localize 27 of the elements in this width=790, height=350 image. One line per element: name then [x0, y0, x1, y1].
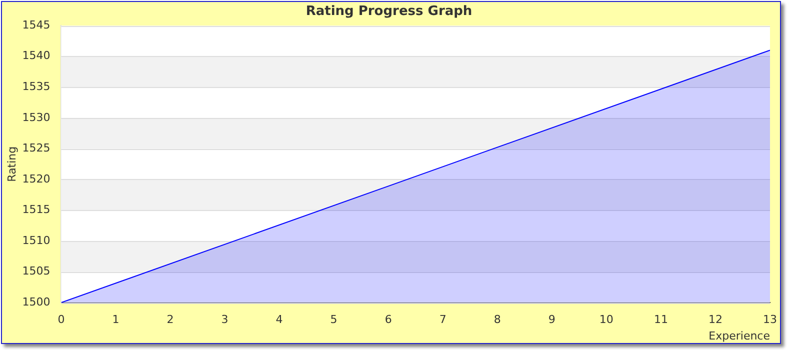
y-tick-label: 1545: [22, 18, 50, 32]
x-tick-label: 1: [112, 313, 120, 326]
x-tick-label: 11: [654, 313, 668, 326]
x-axis-title: Experience: [708, 329, 770, 342]
x-tick-label: 10: [599, 313, 614, 326]
y-tick-label: 1535: [22, 80, 50, 94]
y-tick-label: 1515: [22, 203, 50, 216]
chart-title: Rating Progress Graph: [306, 4, 472, 20]
x-tick-label: 6: [384, 313, 392, 326]
x-tick-label: 0: [58, 313, 65, 326]
x-tick-label: 8: [494, 313, 501, 326]
y-tick-label: 1505: [22, 264, 50, 278]
x-tick-label: 9: [548, 313, 556, 326]
y-tick-label: 1500: [22, 295, 50, 308]
x-tick-label: 7: [439, 313, 446, 326]
x-tick-label: 4: [276, 313, 283, 326]
y-axis-title: Rating: [5, 146, 18, 182]
x-tick-label: 3: [221, 313, 228, 326]
x-tick-label: 12: [708, 313, 722, 326]
y-tick-label: 1520: [22, 172, 50, 186]
y-tick-label: 1510: [22, 234, 50, 247]
x-tick-label: 13: [763, 313, 777, 326]
y-tick-label: 1530: [22, 110, 50, 124]
x-tick-label: 2: [166, 313, 174, 326]
x-tick-label: 5: [330, 313, 338, 326]
y-tick-label: 1540: [22, 49, 50, 62]
y-tick-label: 1525: [22, 142, 50, 155]
